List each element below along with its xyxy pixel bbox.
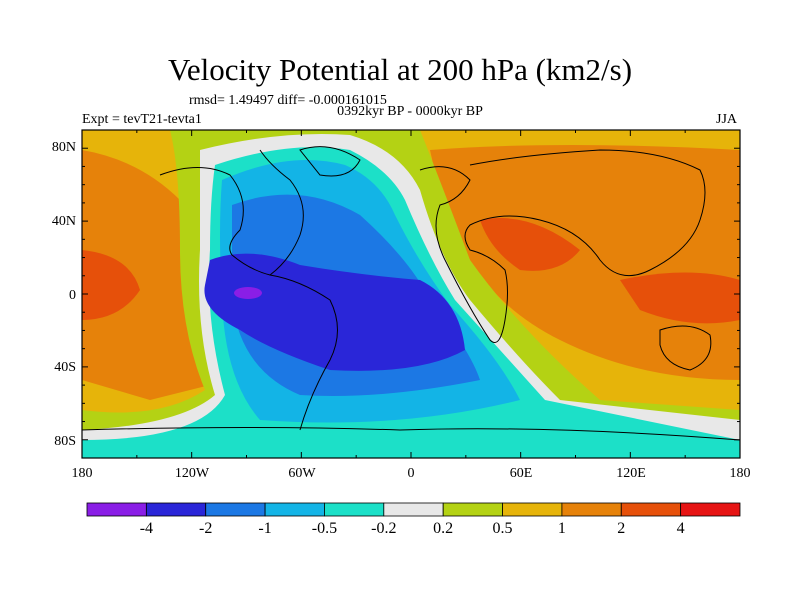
lat-tick: 40N xyxy=(51,214,76,229)
axis-ticks xyxy=(81,129,741,459)
lon-tick: 0 xyxy=(407,466,415,481)
colorbar-swatch xyxy=(264,502,325,517)
colorbar-swatch xyxy=(680,502,741,517)
season-label: JJA xyxy=(716,112,738,127)
colorbar-swatch xyxy=(324,502,385,517)
lon-tick: 60W xyxy=(288,466,316,481)
colorbar-label: 4 xyxy=(676,520,685,537)
colorbar-swatch xyxy=(205,502,266,517)
lat-tick: 40S xyxy=(54,360,76,375)
lon-tick: 120W xyxy=(174,466,210,481)
colorbar-label: -4 xyxy=(139,520,154,537)
lat-tick: 80S xyxy=(54,434,76,449)
lat-tick: 0 xyxy=(69,288,76,303)
colorbar-swatch xyxy=(86,502,147,517)
colorbar-swatch xyxy=(383,502,444,517)
plot-title: Velocity Potential at 200 hPa (km2/s) xyxy=(167,52,633,87)
colorbar-label: -0.2 xyxy=(371,520,397,537)
lon-tick: 180 xyxy=(729,466,751,481)
colorbar-swatch xyxy=(442,502,503,517)
colorbar-swatch xyxy=(502,502,563,517)
colorbar-label: 0.5 xyxy=(492,520,513,537)
coastlines xyxy=(82,146,740,441)
experiment-label: Expt = tevT21-tevta1 xyxy=(82,112,202,127)
colorbar-label: 2 xyxy=(617,520,626,537)
colorbar-label: 1 xyxy=(557,520,566,537)
colorbar xyxy=(86,502,741,517)
colorbar-swatch xyxy=(145,502,207,517)
colorbar-swatch xyxy=(620,502,682,517)
colorbar-swatch xyxy=(561,502,622,517)
lon-tick: 60E xyxy=(509,466,533,481)
time-range: 0392kyr BP - 0000kyr BP xyxy=(337,104,483,119)
lon-tick: 120E xyxy=(616,466,646,481)
lon-tick: 180 xyxy=(71,466,93,481)
stats-text: rmsd= 1.49497 diff= -0.000161015 xyxy=(189,93,387,108)
colorbar-label: -0.5 xyxy=(311,520,338,537)
colorbar-label: -2 xyxy=(199,520,213,537)
colorbar-label: 0.2 xyxy=(433,520,454,537)
lat-tick: 80N xyxy=(51,140,76,155)
colorbar-label: -1 xyxy=(258,520,272,537)
contour-field xyxy=(82,130,740,458)
